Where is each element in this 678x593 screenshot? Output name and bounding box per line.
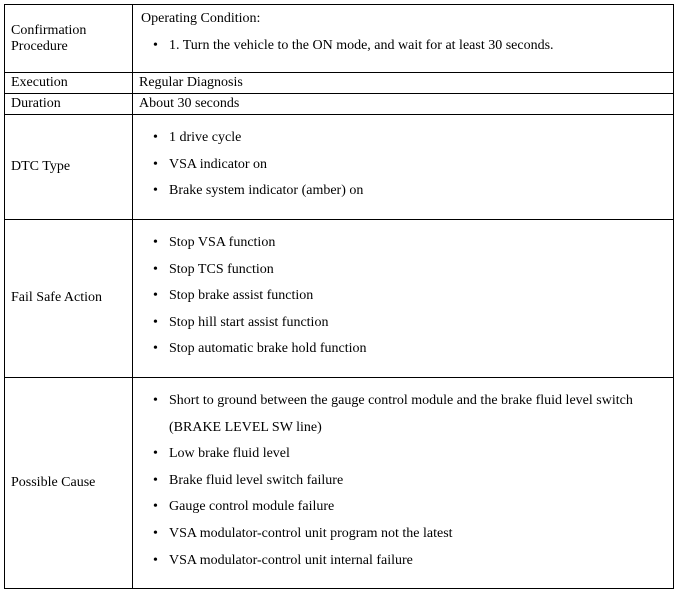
list-item: Stop VSA function	[169, 230, 665, 257]
list-item: Brake system indicator (amber) on	[169, 178, 665, 205]
list-item: Stop hill start assist function	[169, 310, 665, 337]
list-item: 1. Turn the vehicle to the ON mode, and …	[169, 33, 665, 58]
list-item: Low brake fluid level	[169, 441, 665, 468]
row-label: Fail Safe Action	[5, 219, 133, 377]
table-row: Execution Regular Diagnosis	[5, 73, 674, 94]
row-label: Duration	[5, 94, 133, 115]
list-item: Stop TCS function	[169, 257, 665, 284]
bullet-list: Stop VSA function Stop TCS function Stop…	[141, 230, 665, 363]
list-item: Stop brake assist function	[169, 283, 665, 310]
row-content: 1 drive cycle VSA indicator on Brake sys…	[133, 115, 674, 220]
row-content: Regular Diagnosis	[133, 73, 674, 94]
list-item: 1 drive cycle	[169, 125, 665, 152]
row-content: Short to ground between the gauge contro…	[133, 377, 674, 588]
row-label: Possible Cause	[5, 377, 133, 588]
bullet-list: Short to ground between the gauge contro…	[141, 388, 665, 574]
table-row: DTC Type 1 drive cycle VSA indicator on …	[5, 115, 674, 220]
content-header: Operating Condition:	[141, 11, 665, 27]
row-content: Operating Condition: 1. Turn the vehicle…	[133, 5, 674, 73]
row-content: About 30 seconds	[133, 94, 674, 115]
list-item: Stop automatic brake hold function	[169, 336, 665, 363]
table-body: Confirmation Procedure Operating Conditi…	[5, 5, 674, 589]
row-label: Execution	[5, 73, 133, 94]
list-item: Short to ground between the gauge contro…	[169, 388, 665, 441]
list-item: Brake fluid level switch failure	[169, 468, 665, 495]
list-item: VSA modulator-control unit internal fail…	[169, 548, 665, 575]
row-content: Stop VSA function Stop TCS function Stop…	[133, 219, 674, 377]
diagnostic-table: Confirmation Procedure Operating Conditi…	[4, 4, 674, 589]
table-row: Possible Cause Short to ground between t…	[5, 377, 674, 588]
table-row: Duration About 30 seconds	[5, 94, 674, 115]
list-item: VSA indicator on	[169, 152, 665, 179]
list-item: Gauge control module failure	[169, 494, 665, 521]
bullet-list: 1 drive cycle VSA indicator on Brake sys…	[141, 125, 665, 205]
list-item: VSA modulator-control unit program not t…	[169, 521, 665, 548]
row-label: Confirmation Procedure	[5, 5, 133, 73]
table-row: Fail Safe Action Stop VSA function Stop …	[5, 219, 674, 377]
row-label: DTC Type	[5, 115, 133, 220]
table-row: Confirmation Procedure Operating Conditi…	[5, 5, 674, 73]
bullet-list: 1. Turn the vehicle to the ON mode, and …	[141, 33, 665, 58]
